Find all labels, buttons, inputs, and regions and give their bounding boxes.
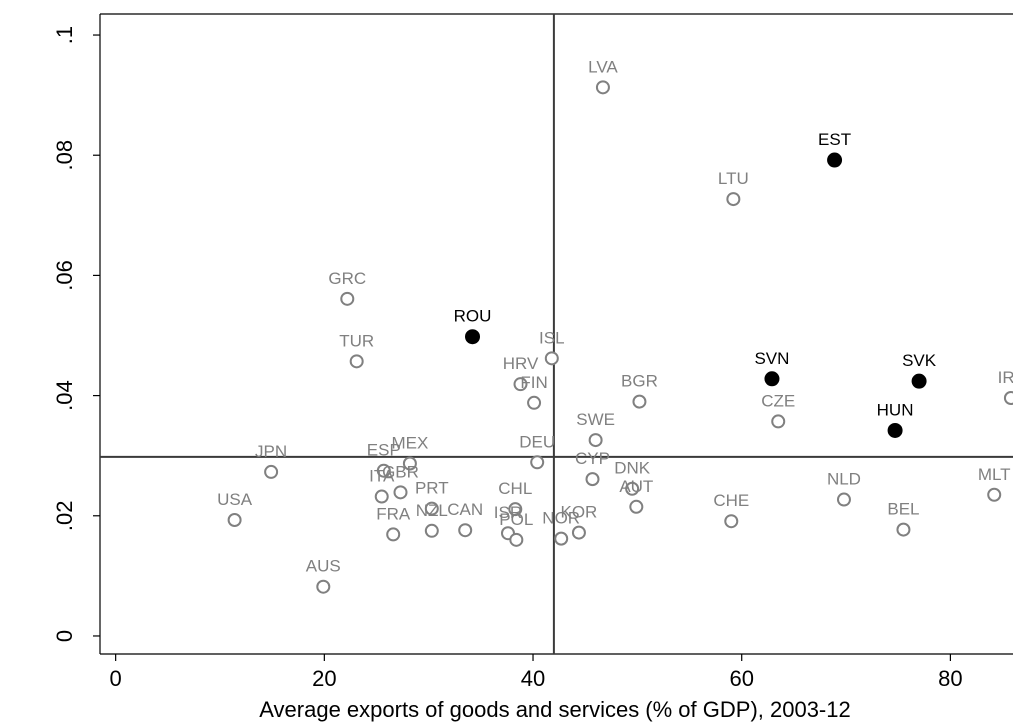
point-label-svn: SVN	[754, 349, 789, 368]
point-nor	[554, 531, 569, 546]
point-can	[458, 523, 473, 538]
point-label-chl: CHL	[498, 479, 532, 498]
x-axis-title: Average exports of goods and services (%…	[259, 697, 850, 722]
point-label-prt: PRT	[415, 479, 449, 498]
point-dnk	[625, 481, 640, 496]
point-label-bel: BEL	[887, 500, 919, 519]
point-aus	[316, 579, 331, 594]
point-label-che: CHE	[713, 491, 749, 510]
point-gbr	[393, 485, 408, 500]
x-tick-label: 80	[938, 666, 962, 691]
point-hrv	[513, 377, 528, 392]
point-labels: LVALTUGRCTURISLHRVFINBGRCZEIRLSWEJPNESPM…	[217, 57, 1013, 575]
point-jpn	[264, 464, 279, 479]
point-tur	[349, 354, 364, 369]
point-lva	[595, 80, 610, 95]
point-che	[724, 514, 739, 529]
point-aut	[629, 499, 644, 514]
point-deu	[530, 455, 545, 470]
point-ita	[374, 489, 389, 504]
point-label-gbr: GBR	[382, 462, 419, 481]
point-label-ita: ITA	[369, 467, 395, 486]
point-label-ltu: LTU	[718, 169, 749, 188]
x-tick-label: 0	[110, 666, 122, 691]
y-tick-label: .08	[52, 140, 77, 171]
point-label-dnk: DNK	[614, 459, 651, 478]
y-tick-label: 0	[52, 630, 77, 642]
point-label-isl: ISL	[539, 328, 565, 347]
point-label-grc: GRC	[328, 269, 366, 288]
point-label-fin: FIN	[520, 373, 547, 392]
plot-frame	[99, 13, 1013, 655]
point-label-est: EST	[818, 130, 851, 149]
axes: 0 20 40 60 80 0 .02 .04 .06 .08 .1	[52, 26, 963, 691]
point-rou	[465, 329, 481, 345]
point-mlt	[987, 487, 1002, 502]
point-fin	[527, 395, 542, 410]
point-pol	[509, 532, 524, 547]
point-grc	[340, 291, 355, 306]
point-label-kor: KOR	[561, 503, 598, 522]
point-label-swe: SWE	[576, 410, 615, 429]
point-hun	[887, 422, 903, 438]
point-isl	[544, 351, 559, 366]
point-label-deu: DEU	[519, 432, 555, 451]
point-label-pol: POL	[499, 510, 533, 529]
point-ltu	[726, 192, 741, 207]
point-label-irl: IRL	[998, 368, 1013, 387]
point-cze	[771, 414, 786, 429]
point-label-cyp: CYP	[575, 449, 610, 468]
point-label-aut: AUT	[619, 477, 653, 496]
point-label-mex: MEX	[391, 434, 428, 453]
point-label-nzl: NZL	[416, 501, 448, 520]
point-est	[827, 152, 843, 168]
point-nld	[836, 492, 851, 507]
point-irl	[1003, 391, 1013, 405]
y-tick-label: .02	[52, 500, 77, 531]
point-bgr	[632, 394, 647, 409]
point-label-jpn: JPN	[255, 442, 287, 461]
y-tick-label: .06	[52, 260, 77, 291]
point-label-fra: FRA	[376, 504, 411, 523]
point-label-can: CAN	[447, 500, 483, 519]
point-label-rou: ROU	[454, 307, 492, 326]
point-svn	[764, 371, 780, 387]
point-svk	[911, 373, 927, 389]
y-tick-label: .04	[52, 380, 77, 411]
point-label-tur: TUR	[339, 331, 374, 350]
point-chl	[508, 502, 523, 517]
point-label-cze: CZE	[761, 391, 795, 410]
y-tick-label: .1	[52, 26, 77, 44]
point-label-lva: LVA	[588, 57, 618, 76]
point-label-aus: AUS	[306, 557, 341, 576]
data-points	[227, 80, 1013, 594]
point-cyp	[585, 472, 600, 487]
point-swe	[588, 433, 603, 448]
point-label-bgr: BGR	[621, 372, 658, 391]
point-kor	[571, 525, 586, 540]
point-label-nld: NLD	[827, 470, 861, 489]
point-label-esp: ESP	[367, 441, 401, 460]
point-label-hun: HUN	[877, 400, 914, 419]
point-label-usa: USA	[217, 490, 253, 509]
point-esp	[376, 463, 391, 478]
point-mex	[402, 456, 417, 471]
point-bel	[896, 522, 911, 537]
x-tick-label: 60	[729, 666, 753, 691]
point-label-mlt: MLT	[978, 465, 1011, 484]
point-label-hrv: HRV	[503, 354, 539, 373]
x-tick-label: 40	[521, 666, 545, 691]
point-nzl	[424, 523, 439, 538]
point-label-svk: SVK	[902, 351, 937, 370]
reference-lines	[100, 14, 1013, 654]
point-prt	[424, 501, 439, 516]
point-label-isr: ISR	[494, 503, 522, 522]
point-usa	[227, 512, 242, 527]
point-label-nor: NOR	[542, 509, 580, 528]
point-fra	[386, 527, 401, 542]
x-tick-label: 20	[312, 666, 336, 691]
